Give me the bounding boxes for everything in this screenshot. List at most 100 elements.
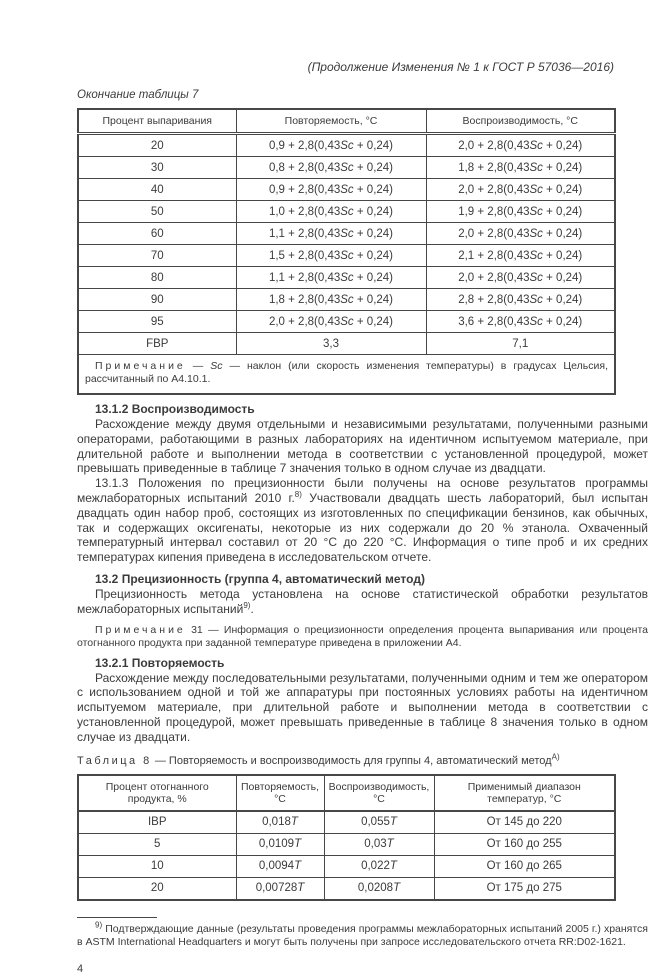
- reproducibility-cell: 3,6 + 2,8(0,43Sc + 0,24): [425, 310, 616, 333]
- table-row: 90 1,8 + 2,8(0,43Sc + 0,24) 2,8 + 2,8(0,…: [77, 288, 616, 311]
- reproducibility-cell: 2,0 + 2,8(0,43Sc + 0,24): [425, 133, 616, 157]
- reproducibility-cell: 0,055T: [323, 810, 435, 834]
- footnote-text: Подтверждающие данные (результаты провед…: [77, 922, 648, 948]
- table-row: 50 1,0 + 2,8(0,43Sc + 0,24) 1,9 + 2,8(0,…: [77, 200, 616, 223]
- repeatability-cell: 0,8 + 2,8(0,43Sc + 0,24): [235, 156, 427, 179]
- table-row: IBP 0,018T 0,055T От 145 до 220: [77, 810, 616, 834]
- table7-header-row: Процент выпаривания Повторяемость, °С Во…: [77, 108, 616, 135]
- repeatability-cell: 1,1 + 2,8(0,43Sc + 0,24): [235, 222, 427, 245]
- repeatability-cell: 3,3: [235, 332, 427, 355]
- footnote-ref-8: 8): [294, 489, 302, 499]
- repeatability-cell: 0,0109T: [235, 832, 325, 856]
- table8-caption-sup: А): [551, 751, 560, 761]
- percent-cell: 95: [77, 310, 237, 333]
- note-label: Примечание: [95, 360, 186, 372]
- percent-cell: 70: [77, 244, 237, 267]
- table8: Процент отогнанного продукта, % Повторяе…: [77, 773, 616, 901]
- table-row: 60 1,1 + 2,8(0,43Sc + 0,24) 2,0 + 2,8(0,…: [77, 222, 616, 245]
- heading-13-1-2: 13.1.2 Воспроизводимость: [95, 402, 255, 416]
- range-cell: От 175 до 275: [433, 876, 616, 901]
- paragraph-13-2-text: Прецизионность метода установлена на осн…: [77, 586, 648, 616]
- percent-cell: 60: [77, 222, 237, 245]
- paragraph-13-1-3-text2: Участвовали двадцать шесть лабораторий, …: [77, 490, 648, 565]
- table-row: 80 1,1 + 2,8(0,43Sc + 0,24) 2,0 + 2,8(0,…: [77, 266, 616, 289]
- footnote-ref-9: 9): [243, 600, 251, 610]
- table8-header-reproducibility: Воспроизводимость, °С: [323, 774, 435, 812]
- reproducibility-cell: 1,8 + 2,8(0,43Sc + 0,24): [425, 156, 616, 179]
- table7-caption: Окончание таблицы 7: [77, 89, 199, 101]
- repeatability-cell: 1,0 + 2,8(0,43Sc + 0,24): [235, 200, 427, 223]
- table7-note: Примечание — Sc — наклон (или скорость и…: [77, 354, 616, 395]
- table8-header-row: Процент отогнанного продукта, % Повторяе…: [77, 774, 616, 812]
- percent-cell: 20: [77, 133, 237, 157]
- repeatability-cell: 0,9 + 2,8(0,43Sc + 0,24): [235, 133, 427, 157]
- document-header: (Продолжение Изменения № 1 к ГОСТ Р 5703…: [307, 60, 614, 74]
- repeatability-cell: 0,0094T: [235, 854, 325, 878]
- note-31-text: 31 — Информация о прецизионности определ…: [77, 623, 648, 649]
- table7-header-reproducibility: Воспроизводимость, °С: [425, 108, 616, 135]
- reproducibility-cell: 2,0 + 2,8(0,43Sc + 0,24): [425, 266, 616, 289]
- percent-cell: 80: [77, 266, 237, 289]
- paragraph-13-1-2: Расхождение между двумя отдельными и нез…: [77, 417, 648, 476]
- repeatability-cell: 0,018T: [235, 810, 325, 834]
- table8-header-repeatability: Повторяемость, °С: [235, 774, 325, 812]
- reproducibility-cell: 0,03T: [323, 832, 435, 856]
- table7: Процент выпаривания Повторяемость, °С Во…: [77, 108, 616, 395]
- table8-header-range: Применимый диапазон температур, °С: [433, 774, 616, 812]
- heading-13-2-1: 13.2.1 Повторяемость: [95, 655, 225, 670]
- table7-header-repeatability: Повторяемость, °С: [235, 108, 427, 135]
- note-text: — Sc — наклон (или скорость изменения те…: [85, 360, 608, 385]
- percent-cell: 90: [77, 288, 237, 311]
- table-row: 10 0,0094T 0,022T От 160 до 265: [77, 854, 616, 878]
- percent-cell: 50: [77, 200, 237, 223]
- percent-cell: 5: [77, 832, 237, 856]
- repeatability-cell: 1,5 + 2,8(0,43Sc + 0,24): [235, 244, 427, 267]
- paragraph-13-2-text2: .: [250, 601, 254, 616]
- reproducibility-cell: 1,9 + 2,8(0,43Sc + 0,24): [425, 200, 616, 223]
- footnote-divider: [77, 916, 157, 918]
- percent-cell: 20: [77, 876, 237, 901]
- paragraph-13-2-1: Расхождение между последовательными резу…: [77, 670, 648, 744]
- table7-header-percent: Процент выпаривания: [77, 108, 237, 135]
- percent-cell: IBP: [77, 810, 237, 834]
- reproducibility-cell: 0,0208T: [323, 876, 435, 901]
- reproducibility-cell: 2,8 + 2,8(0,43Sc + 0,24): [425, 288, 616, 311]
- page-number: 4: [77, 962, 84, 975]
- paragraph-13-2: Прецизионность метода установлена на осн…: [77, 587, 648, 617]
- note-31-label: Примечание: [95, 623, 186, 636]
- range-cell: От 160 до 255: [433, 832, 616, 856]
- repeatability-cell: 1,8 + 2,8(0,43Sc + 0,24): [235, 288, 427, 311]
- percent-cell: 30: [77, 156, 237, 179]
- reproducibility-cell: 7,1: [425, 332, 616, 355]
- range-cell: От 145 до 220: [433, 810, 616, 834]
- table-row: 40 0,9 + 2,8(0,43Sc + 0,24) 2,0 + 2,8(0,…: [77, 178, 616, 201]
- table8-caption: Таблица 8 — Повторяемость и воспроизводи…: [77, 751, 648, 767]
- repeatability-cell: 2,0 + 2,8(0,43Sc + 0,24): [235, 310, 427, 333]
- range-cell: От 160 до 265: [433, 854, 616, 878]
- table-row: 95 2,0 + 2,8(0,43Sc + 0,24) 3,6 + 2,8(0,…: [77, 310, 616, 333]
- table-row: 30 0,8 + 2,8(0,43Sc + 0,24) 1,8 + 2,8(0,…: [77, 156, 616, 179]
- reproducibility-cell: 0,022T: [323, 854, 435, 878]
- repeatability-cell: 0,00728T: [235, 876, 325, 901]
- percent-cell: 10: [77, 854, 237, 878]
- note-31: Примечание 31 — Информация о прецизионно…: [77, 624, 648, 650]
- table8-caption-label: Таблица 8: [77, 754, 152, 767]
- paragraph-13-1-3: 13.1.3 Положения по прецизионности были …: [77, 476, 648, 565]
- table-row: 5 0,0109T 0,03T От 160 до 255: [77, 832, 616, 856]
- footnote-9: 9) Подтверждающие данные (результаты про…: [77, 921, 648, 949]
- reproducibility-cell: 2,0 + 2,8(0,43Sc + 0,24): [425, 178, 616, 201]
- table8-caption-text: — Повторяемость и воспроизводимость для …: [151, 754, 552, 767]
- repeatability-cell: 1,1 + 2,8(0,43Sc + 0,24): [235, 266, 427, 289]
- paragraph-13-1-3-text: 13.1.3 Положения по прецизионности были …: [77, 476, 648, 505]
- document-page: (Продолжение Изменения № 1 к ГОСТ Р 5703…: [77, 60, 648, 975]
- table-row: 70 1,5 + 2,8(0,43Sc + 0,24) 2,1 + 2,8(0,…: [77, 244, 616, 267]
- table-row: 20 0,9 + 2,8(0,43Sc + 0,24) 2,0 + 2,8(0,…: [77, 133, 616, 157]
- table8-header-percent: Процент отогнанного продукта, %: [77, 774, 237, 812]
- heading-13-2: 13.2 Прецизионность (группа 4, автоматич…: [95, 571, 425, 586]
- reproducibility-cell: 2,1 + 2,8(0,43Sc + 0,24): [425, 244, 616, 267]
- table-row: 20 0,00728T 0,0208T От 175 до 275: [77, 876, 616, 901]
- percent-cell: 40: [77, 178, 237, 201]
- percent-cell: FBP: [77, 332, 237, 355]
- repeatability-cell: 0,9 + 2,8(0,43Sc + 0,24): [235, 178, 427, 201]
- table7-note-row: Примечание — Sc — наклон (или скорость и…: [77, 354, 616, 395]
